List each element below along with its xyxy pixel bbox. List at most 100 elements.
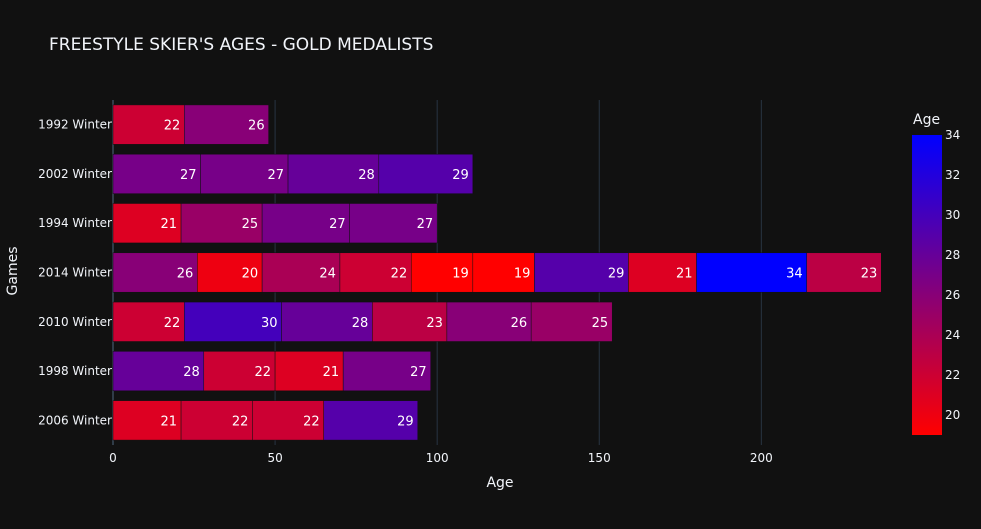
- bar-segment: 21: [628, 252, 697, 293]
- bar: [339, 252, 412, 293]
- bar-segment: 22: [252, 400, 324, 441]
- bar: [287, 153, 380, 194]
- y-tick-label: 1998 Winter: [38, 364, 112, 378]
- bar-value-label: 26: [511, 316, 528, 331]
- bar-segment: 26: [184, 104, 269, 145]
- bar: [323, 400, 418, 441]
- y-tick-label: 2002 Winter: [38, 167, 112, 181]
- bar: [112, 203, 182, 244]
- bar-value-label: 19: [514, 267, 531, 282]
- bar-value-label: 24: [319, 267, 336, 282]
- bar-segment: 22: [180, 400, 253, 441]
- bar-segment: 28: [287, 153, 380, 194]
- bar-segment: 26: [446, 301, 532, 342]
- colorbar-tick-label: 32: [945, 168, 960, 182]
- bar-segment: 27: [112, 153, 201, 194]
- bar-value-label: 34: [786, 267, 803, 282]
- bar-segment: 23: [806, 252, 882, 293]
- bar-segment: 24: [261, 252, 341, 293]
- bar-value-label: 21: [161, 414, 178, 429]
- bar-value-label: 23: [861, 267, 878, 282]
- bar: [628, 252, 697, 293]
- bar: [696, 252, 807, 293]
- y-axis-label: Games: [5, 247, 21, 296]
- chart-title: FREESTYLE SKIER'S AGES - GOLD MEDALISTS: [49, 35, 433, 55]
- bar-segment: 34: [696, 252, 807, 293]
- bar: [184, 104, 269, 145]
- bar-segment: 20: [197, 252, 263, 293]
- bar: [806, 252, 882, 293]
- bar-value-label: 25: [592, 316, 609, 331]
- bar-segment: 30: [184, 301, 282, 342]
- bar: [112, 153, 201, 194]
- bar-segment: 26: [112, 252, 198, 293]
- bar-value-label: 29: [452, 168, 469, 183]
- bar-segment: 23: [372, 301, 448, 342]
- bar-segment: 25: [530, 301, 613, 342]
- y-tick-label: 2006 Winter: [38, 413, 112, 427]
- bar-segment: 29: [534, 252, 629, 293]
- bar-value-label: 28: [183, 365, 200, 380]
- x-axis-label: Age: [486, 475, 513, 491]
- bar-value-label: 29: [608, 267, 625, 282]
- colorbar-tick-label: 30: [945, 208, 960, 222]
- colorbar-tick-label: 20: [945, 408, 960, 422]
- colorbar: Age 20 22 24 26 28 30 32 34: [912, 112, 960, 435]
- bar: [112, 301, 185, 342]
- bar-segment: 28: [112, 351, 205, 392]
- colorbar-title: Age: [913, 112, 940, 128]
- bar-value-label: 21: [161, 217, 178, 232]
- bar: [372, 301, 448, 342]
- bar-segment: 27: [342, 351, 431, 392]
- bar-value-label: 26: [248, 119, 265, 134]
- bar: [281, 301, 373, 342]
- colorbar-tick-label: 28: [945, 248, 960, 262]
- bar-value-label: 30: [261, 316, 278, 331]
- bar: [472, 252, 535, 293]
- bar-segment: 27: [200, 153, 289, 194]
- bar-value-label: 27: [410, 365, 427, 380]
- colorbar-tick-label: 24: [945, 328, 960, 342]
- colorbar-tick-label: 22: [945, 368, 960, 382]
- bar-value-label: 27: [268, 168, 285, 183]
- bar-value-label: 22: [232, 414, 249, 429]
- bar: [112, 252, 198, 293]
- bar-segment: 22: [112, 301, 185, 342]
- bar: [349, 203, 438, 244]
- bar: [446, 301, 532, 342]
- bar-segment: 21: [112, 400, 182, 441]
- y-tick-label: 2014 Winter: [38, 266, 112, 280]
- bar: [534, 252, 629, 293]
- bar-value-label: 23: [426, 316, 443, 331]
- colorbar-tick-label: 26: [945, 288, 960, 302]
- x-tick-label: 200: [750, 451, 773, 465]
- bar-value-label: 26: [177, 267, 194, 282]
- bar-segment: 29: [378, 153, 474, 194]
- bar: [378, 153, 474, 194]
- bar: [342, 351, 431, 392]
- bar-segment: 21: [274, 351, 344, 392]
- y-tick-label: 1992 Winter: [38, 118, 112, 132]
- bar-value-label: 27: [180, 168, 197, 183]
- bar-value-label: 27: [329, 217, 346, 232]
- y-tick-label: 1994 Winter: [38, 216, 112, 230]
- bar: [180, 400, 253, 441]
- bar: [203, 351, 276, 392]
- bar: [200, 153, 289, 194]
- bar-value-label: 21: [676, 267, 693, 282]
- bar: [261, 203, 350, 244]
- bar-value-label: 21: [323, 365, 340, 380]
- bar-segment: 21: [112, 203, 182, 244]
- bar: [274, 351, 344, 392]
- bar: [112, 104, 185, 145]
- x-tick-label: 100: [426, 451, 449, 465]
- bar-value-label: 22: [391, 267, 408, 282]
- bar-value-label: 22: [303, 414, 320, 429]
- x-tick-label: 150: [588, 451, 611, 465]
- bar-value-label: 25: [242, 217, 259, 232]
- bar-segment: 28: [281, 301, 373, 342]
- bar-segment: 22: [339, 252, 412, 293]
- bar-value-label: 22: [164, 119, 181, 134]
- bar: [112, 351, 205, 392]
